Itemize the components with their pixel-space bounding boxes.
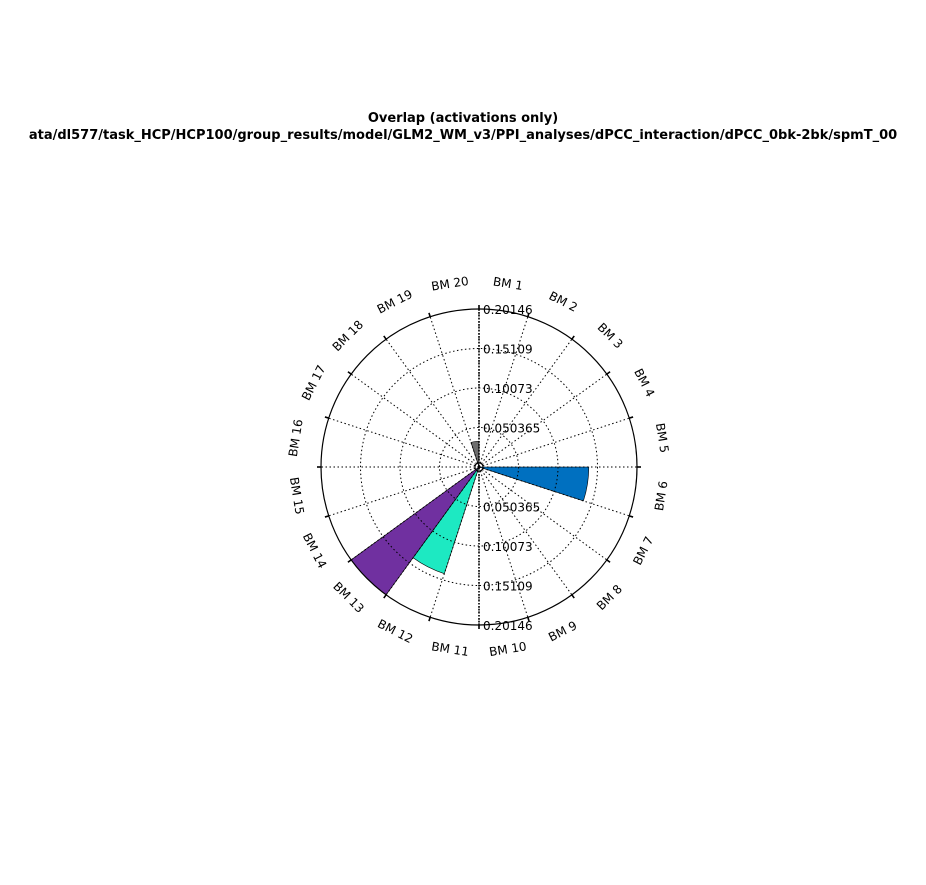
angle-tick-5 — [629, 416, 634, 419]
category-label-13: BM 13 — [330, 579, 367, 616]
radial-tick-lower-4: 0.20146 — [483, 619, 533, 633]
chart-subtitle: ata/dl577/task_HCP/HCP100/group_results/… — [28, 128, 898, 143]
center-dot — [477, 465, 481, 469]
radial-tick-upper-1: 0.050365 — [483, 422, 540, 436]
bar-13 — [350, 466, 480, 596]
category-label-16: BM 16 — [286, 418, 306, 457]
category-label-4: BM 4 — [631, 366, 657, 399]
category-label-10: BM 10 — [488, 639, 527, 659]
category-label-1: BM 1 — [492, 275, 524, 294]
radial-tick-upper-3: 0.15109 — [483, 343, 533, 357]
grid-spoke-19 — [385, 338, 480, 468]
angle-tick-20 — [428, 312, 431, 317]
category-label-19: BM 19 — [375, 287, 415, 317]
angle-tick-14 — [347, 559, 352, 563]
angle-tick-2 — [527, 312, 530, 317]
angle-tick-12 — [428, 617, 431, 622]
category-label-17: BM 17 — [299, 363, 329, 403]
category-label-3: BM 3 — [595, 320, 626, 351]
category-label-20: BM 20 — [430, 274, 469, 294]
angle-tick-3 — [571, 335, 575, 340]
angle-tick-19 — [383, 335, 387, 340]
angle-tick-7 — [629, 515, 634, 518]
angle-tick-9 — [571, 594, 575, 599]
angle-tick-17 — [324, 416, 329, 419]
category-label-7: BM 7 — [630, 534, 656, 567]
category-label-12: BM 12 — [375, 617, 415, 647]
angle-tick-8 — [606, 559, 611, 563]
center-marker — [474, 462, 484, 472]
chart-title: Overlap (activations only) — [367, 111, 559, 126]
angle-tick-13 — [383, 594, 387, 599]
category-label-5: BM 5 — [653, 422, 672, 454]
category-label-2: BM 2 — [547, 289, 580, 315]
grid-ring-1 — [439, 427, 519, 507]
radial-tick-lower-3: 0.15109 — [483, 579, 533, 593]
grid-ring-2 — [399, 387, 559, 547]
grid-ring-3 — [360, 348, 598, 586]
category-label-6: BM 6 — [652, 480, 671, 512]
angle-tick-10 — [527, 617, 530, 622]
angle-tick-4 — [606, 371, 611, 375]
category-label-11: BM 11 — [430, 639, 469, 659]
category-label-18: BM 18 — [330, 318, 367, 355]
radial-tick-upper-4: 0.20146 — [483, 303, 533, 317]
category-label-14: BM 14 — [300, 531, 330, 571]
radial-tick-lower-1: 0.050365 — [483, 501, 540, 515]
angle-tick-15 — [324, 515, 329, 518]
radial-tick-lower-2: 0.10073 — [483, 540, 533, 554]
radial-tick-upper-2: 0.10073 — [483, 382, 533, 396]
angle-tick-18 — [347, 371, 352, 375]
category-label-15: BM 15 — [287, 476, 307, 515]
category-label-8: BM 8 — [594, 582, 625, 613]
category-label-9: BM 9 — [546, 618, 579, 644]
